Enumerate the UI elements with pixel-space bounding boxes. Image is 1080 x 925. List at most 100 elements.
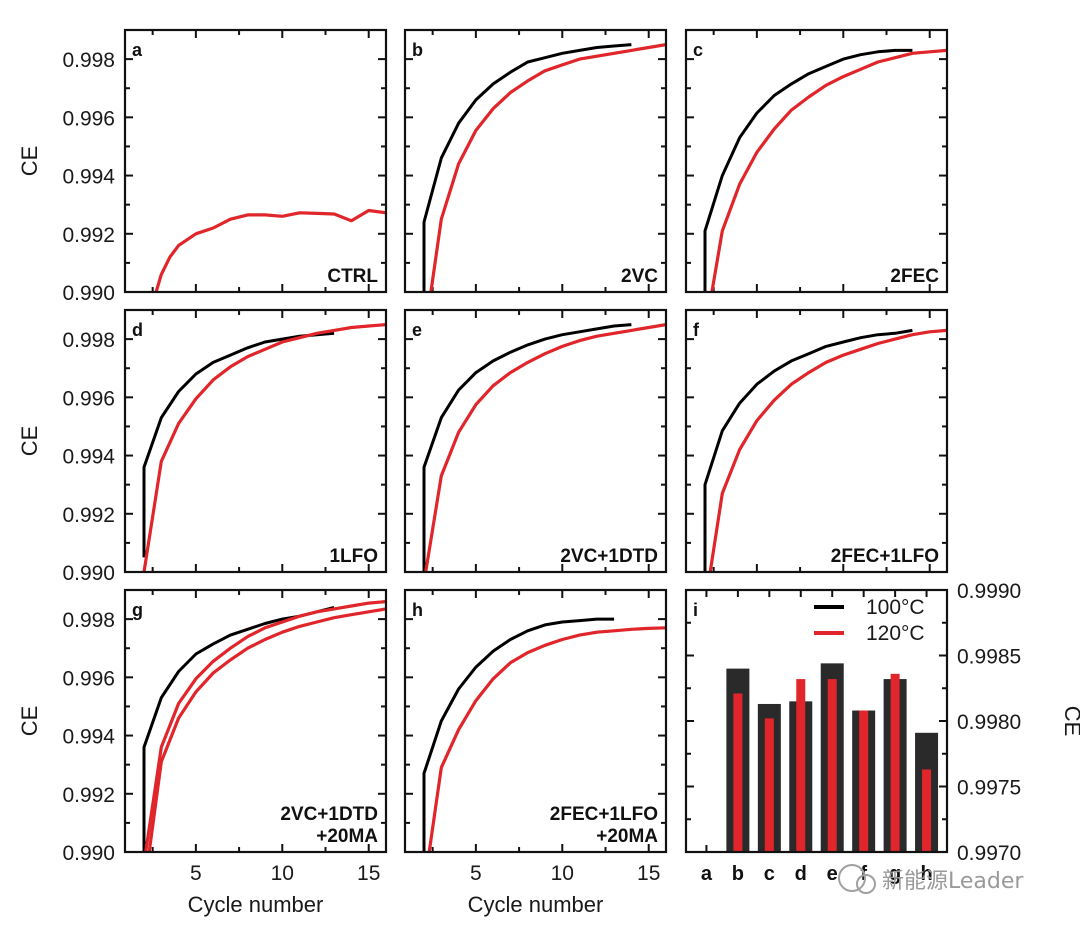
x-tick-label: 15 [637,862,660,885]
series-line-120-c [154,208,386,292]
y-tick-label: 0.996 [62,387,115,410]
series-line-120-c [142,323,386,572]
plot-frame [123,588,388,854]
panel-name-label: 2VC+1DTD [280,804,378,825]
series-line-100-c [703,48,913,292]
y-tick-label: 0.996 [62,107,115,130]
panel-e: 2VC+1DTD e [403,308,668,574]
plot-frame [684,28,949,294]
series-line-120-c [424,323,666,572]
category-label: d [795,863,807,885]
panel-name-label: 2VC [621,266,658,287]
bar-120c-f [859,710,869,852]
panel-name-label: +20MA [596,826,658,847]
series-line-120-c-1- [144,600,386,852]
y-axis-title: CE [17,426,42,457]
category-label: h [920,863,932,885]
bar-120c-b [733,693,743,852]
series-line-100-c [703,328,913,572]
panel-name-label: CTRL [327,266,378,287]
series-line-100-c [422,323,632,572]
panel-letter: f [693,320,700,340]
x-tick-label: 10 [271,862,294,885]
panel-letter: b [412,40,423,60]
panel-name-label: 2FEC+1LFO [831,546,939,567]
y-tick-label: 0.998 [62,49,115,72]
panel-letter: d [132,320,143,340]
y-tick-label: 0.996 [62,667,115,690]
y-tick-label: 0.992 [62,784,115,807]
panel-letter: g [132,600,143,620]
x-tick-label: 10 [551,862,574,885]
y-tick-label: 0.9990 [957,580,1021,603]
category-label: c [764,863,775,885]
panel-name-label: 2VC+1DTD [560,546,658,567]
panel-letter: h [412,600,423,620]
x-tick-label: 5 [190,862,202,885]
panel-g: 0.990 0.992 0.994 0.996 0.998 5 10 15 CE Cycle nu… [17,588,388,917]
plot-frame [684,588,949,854]
series-line-120-c [710,48,947,292]
y-tick-label: 0.9980 [957,711,1021,734]
x-axis-title: Cycle number [188,892,324,917]
plot-frame [123,308,388,574]
x-tick-label: 15 [357,862,380,885]
y-tick-label: 0.998 [62,609,115,632]
y-tick-label: 0.9985 [957,646,1021,669]
y-tick-label: 0.990 [62,282,115,305]
category-label: e [827,863,838,885]
panel-letter: i [693,600,698,620]
y-tick-label: 0.990 [62,842,115,865]
y-tick-label: 0.9975 [957,777,1021,800]
panel-name-label: +20MA [316,826,378,847]
y-tick-label: 0.990 [62,562,115,585]
category-label: a [701,863,713,885]
watermark-text: 新能源Leader [882,869,1024,894]
panel-name-label: 2FEC [890,266,939,287]
series-line-100-c [142,331,335,558]
x-axis-title: Cycle number [468,892,604,917]
plot-frame [403,308,668,574]
panel-a: 0.990 0.992 0.994 0.996 0.998 CE CTRL a [17,28,388,305]
legend: 100°C 120°C [814,596,925,645]
y-tick-label: 0.994 [62,446,115,469]
category-label: b [732,863,744,885]
panel-letter: a [132,40,143,60]
series-line-100-c [422,43,632,292]
plot-frame [403,588,668,854]
panel-h: 5 10 15 Cycle number 2FEC+1LFO+20MA h [403,588,668,917]
bar-120c-h [922,769,932,852]
bar-120c-g [890,673,900,852]
series-line-100-c [422,617,615,852]
panel-c: 2FEC c [684,28,949,294]
panel-letter: e [412,320,422,340]
x-tick-label: 5 [470,862,482,885]
panel-f: 2FEC+1LFO f [684,308,949,574]
plot-frame [403,28,668,294]
panel-d: 0.990 0.992 0.994 0.996 0.998 CE 1LFO d [17,308,388,585]
panel-letter: c [693,40,703,60]
panel-name-label: 1LFO [329,546,378,567]
watermark: 新能源Leader [838,864,1024,894]
panel-i: a b c d e f g h0.99700.99750.99800.99850.9990CE… [684,580,1080,885]
y-tick-label: 0.992 [62,504,115,527]
legend-label: 120°C [866,622,925,645]
series-line-120-c [429,43,666,292]
bar-120c-d [796,679,806,852]
panel-name-label: 2FEC+1LFO [550,804,658,825]
series-line-120-c [708,328,947,572]
series-line-120-c [427,626,666,852]
category-label: g [889,863,901,885]
y-tick-label: 0.9970 [957,842,1021,865]
y-tick-label: 0.994 [62,166,115,189]
y-tick-label: 0.994 [62,726,115,749]
series-line-120-c-2- [147,607,386,852]
bar-120c-e [827,679,837,852]
bar-120c-c [764,718,774,852]
plot-frame [684,308,949,574]
legend-label: 100°C [866,596,925,619]
wechat-icon-bubble [856,874,876,894]
plot-frame [123,28,388,294]
y-tick-label: 0.998 [62,329,115,352]
